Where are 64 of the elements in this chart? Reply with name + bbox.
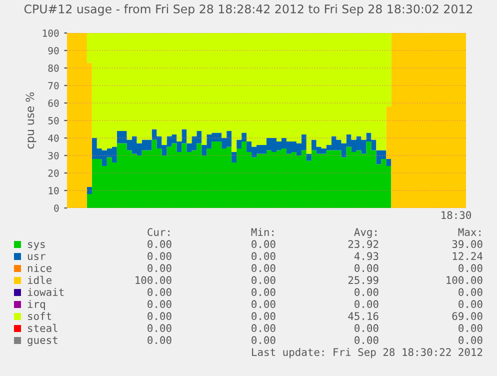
- text: 25.99: [348, 276, 378, 284]
- text: 0.00: [148, 252, 172, 260]
- text: 0.00: [148, 312, 172, 320]
- text: 0.00: [252, 288, 276, 296]
- text: 0.00: [252, 300, 276, 308]
- legend-label: sys: [28, 242, 45, 250]
- y-tick-label: 70: [48, 82, 59, 90]
- text: 4.93: [354, 252, 378, 260]
- text: 0.00: [148, 324, 172, 332]
- text: 0.00: [252, 312, 276, 320]
- text: 0.00: [458, 300, 482, 308]
- text: 0.00: [354, 288, 378, 296]
- text: 0.00: [252, 276, 276, 284]
- text: Min:: [251, 228, 274, 236]
- text: Avg:: [354, 228, 376, 238]
- y-tick-label: 30: [48, 152, 59, 160]
- text: 0.00: [458, 336, 482, 344]
- text: 12.24: [452, 252, 483, 260]
- legend-label: steal: [28, 324, 58, 332]
- text: 0.00: [354, 264, 378, 272]
- text: 0.00: [252, 252, 276, 260]
- text: 100.00: [446, 276, 482, 284]
- y-tick-label: 0: [54, 204, 59, 212]
- text: 0.00: [148, 300, 172, 308]
- text: 23.92: [348, 240, 378, 248]
- legend-label: guest: [28, 336, 58, 346]
- y-tick-label: 60: [48, 100, 59, 107]
- text: 0.00: [458, 264, 482, 272]
- y-tick-label: 50: [48, 117, 59, 124]
- text: 45.16: [348, 312, 378, 320]
- text: 0.00: [354, 336, 378, 344]
- text: Last update: Fri Sep 28 18:30:22 2012: [252, 348, 482, 358]
- text: 0.00: [148, 336, 172, 344]
- chart-title: CPU#12 usage - from Fri Sep 28 18:28:42 2012 to Fri Sep 28 18:30:02 2012: [24, 4, 472, 16]
- y-tick-label: 40: [48, 134, 59, 142]
- text: 0.00: [458, 288, 482, 296]
- y-tick-label: 20: [48, 170, 59, 177]
- legend-label: soft: [28, 312, 52, 320]
- text: 0.00: [148, 264, 172, 272]
- legend-label: usr: [28, 254, 46, 260]
- y-tick-label: 90: [48, 47, 59, 54]
- text: 69.00: [452, 312, 482, 320]
- legend-label: iowait: [28, 288, 64, 296]
- text: 39.00: [452, 240, 482, 248]
- y-axis-title: cpu use %: [26, 92, 36, 149]
- text: 0.00: [354, 300, 378, 308]
- text: 100.00: [136, 276, 172, 284]
- y-tick-label: 10: [48, 187, 59, 194]
- y-tick-label: 100: [42, 30, 59, 37]
- legend-label: nice: [28, 264, 52, 272]
- text: 0.00: [148, 240, 172, 248]
- legend-label: irq: [28, 300, 45, 310]
- text: 0.00: [148, 288, 172, 296]
- legend-label: idle: [28, 276, 52, 284]
- text: Max:: [458, 228, 480, 236]
- text: 0.00: [252, 240, 276, 248]
- text: 0.00: [458, 324, 482, 332]
- text: 18:30: [442, 211, 472, 220]
- y-tick-label: 80: [48, 64, 59, 72]
- text: 0.00: [252, 324, 276, 332]
- text: Cur:: [148, 228, 170, 236]
- text: 0.00: [354, 324, 378, 332]
- text: 0.00: [252, 264, 276, 272]
- text: 0.00: [252, 336, 276, 344]
